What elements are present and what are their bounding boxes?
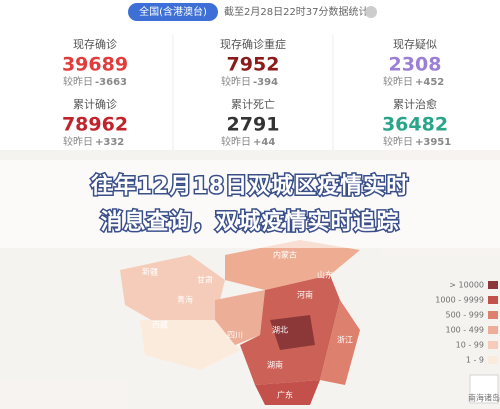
stat-change-prefix: 较昨日: [221, 135, 251, 148]
stat-change: +332: [95, 137, 124, 148]
legend-swatch: [488, 296, 498, 304]
stat-label: 累计死亡: [231, 97, 275, 111]
stat-change-prefix: 较昨日: [383, 135, 413, 148]
overlay-title: 消息查询，双城疫情实时追踪: [100, 209, 399, 235]
province-label: 四川: [227, 331, 243, 340]
help-icon[interactable]: [365, 6, 377, 18]
region: [215, 290, 265, 345]
stat-value: 39689: [62, 54, 128, 76]
badge-text: 全国(含港澳台): [139, 5, 207, 18]
stat-change-prefix: 较昨日: [221, 75, 251, 88]
legend-label: 100 - 499: [445, 326, 484, 335]
province-label: 浙江: [337, 335, 353, 345]
province-label: 湖南: [267, 360, 283, 370]
legend-label: 500 - 999: [445, 311, 484, 320]
region: [320, 300, 360, 385]
region: [120, 255, 225, 325]
region: [140, 320, 240, 370]
province-label: 广东: [277, 390, 293, 400]
legend-swatch: [488, 326, 498, 334]
stat-value: 78962: [62, 114, 128, 136]
legend-swatch: [488, 281, 498, 289]
legend-swatch: [488, 341, 498, 349]
stat-change: +44: [253, 137, 275, 148]
stat-value: 7952: [227, 54, 280, 76]
legend-swatch: [488, 356, 498, 364]
province-label: 西藏: [152, 320, 168, 330]
overlay-title: 往年12月18日双城区疫情实时: [91, 173, 409, 199]
stat-change-prefix: 较昨日: [383, 75, 413, 88]
stat-change-prefix: 较昨日: [63, 75, 93, 88]
timestamp: 截至2月28日22时37分数据统计: [224, 5, 369, 18]
province-label: 青海: [177, 295, 193, 305]
legend-swatch: [488, 311, 498, 319]
inset-label: 南海诸岛: [468, 393, 500, 403]
province-label: 甘肃: [197, 275, 213, 285]
legend-label: 10 - 99: [456, 341, 484, 350]
region: [270, 315, 315, 350]
region: [255, 380, 320, 405]
stat-value: 36482: [382, 114, 448, 136]
province-label: 湖北: [272, 326, 288, 335]
stat-label: 现存确诊: [73, 37, 117, 51]
stat-label: 累计治愈: [393, 97, 437, 111]
province-label: 新疆: [142, 267, 158, 277]
province-label: 河南: [297, 290, 313, 300]
stat-change: +3951: [415, 137, 451, 148]
stat-change: -3663: [95, 77, 127, 88]
stat-label: 现存确诊重症: [220, 37, 286, 51]
stat-change: +452: [415, 77, 444, 88]
stat-label: 累计确诊: [73, 97, 117, 111]
stat-change-prefix: 较昨日: [63, 135, 93, 148]
province-label: 山东: [317, 270, 333, 280]
overlay-band: [0, 160, 500, 248]
region: [225, 240, 360, 290]
stat-change: -394: [253, 77, 278, 88]
stat-label: 现存疑似: [393, 37, 437, 51]
province-label: 内蒙古: [273, 250, 297, 260]
stat-value: 2308: [389, 54, 442, 76]
inset-box: [469, 374, 499, 404]
badge: [128, 3, 218, 21]
legend-label: 1000 - 9999: [435, 296, 484, 305]
legend-label: > 10000: [449, 281, 484, 290]
stat-value: 2791: [227, 114, 280, 136]
legend-label: 1 - 9: [466, 356, 484, 365]
